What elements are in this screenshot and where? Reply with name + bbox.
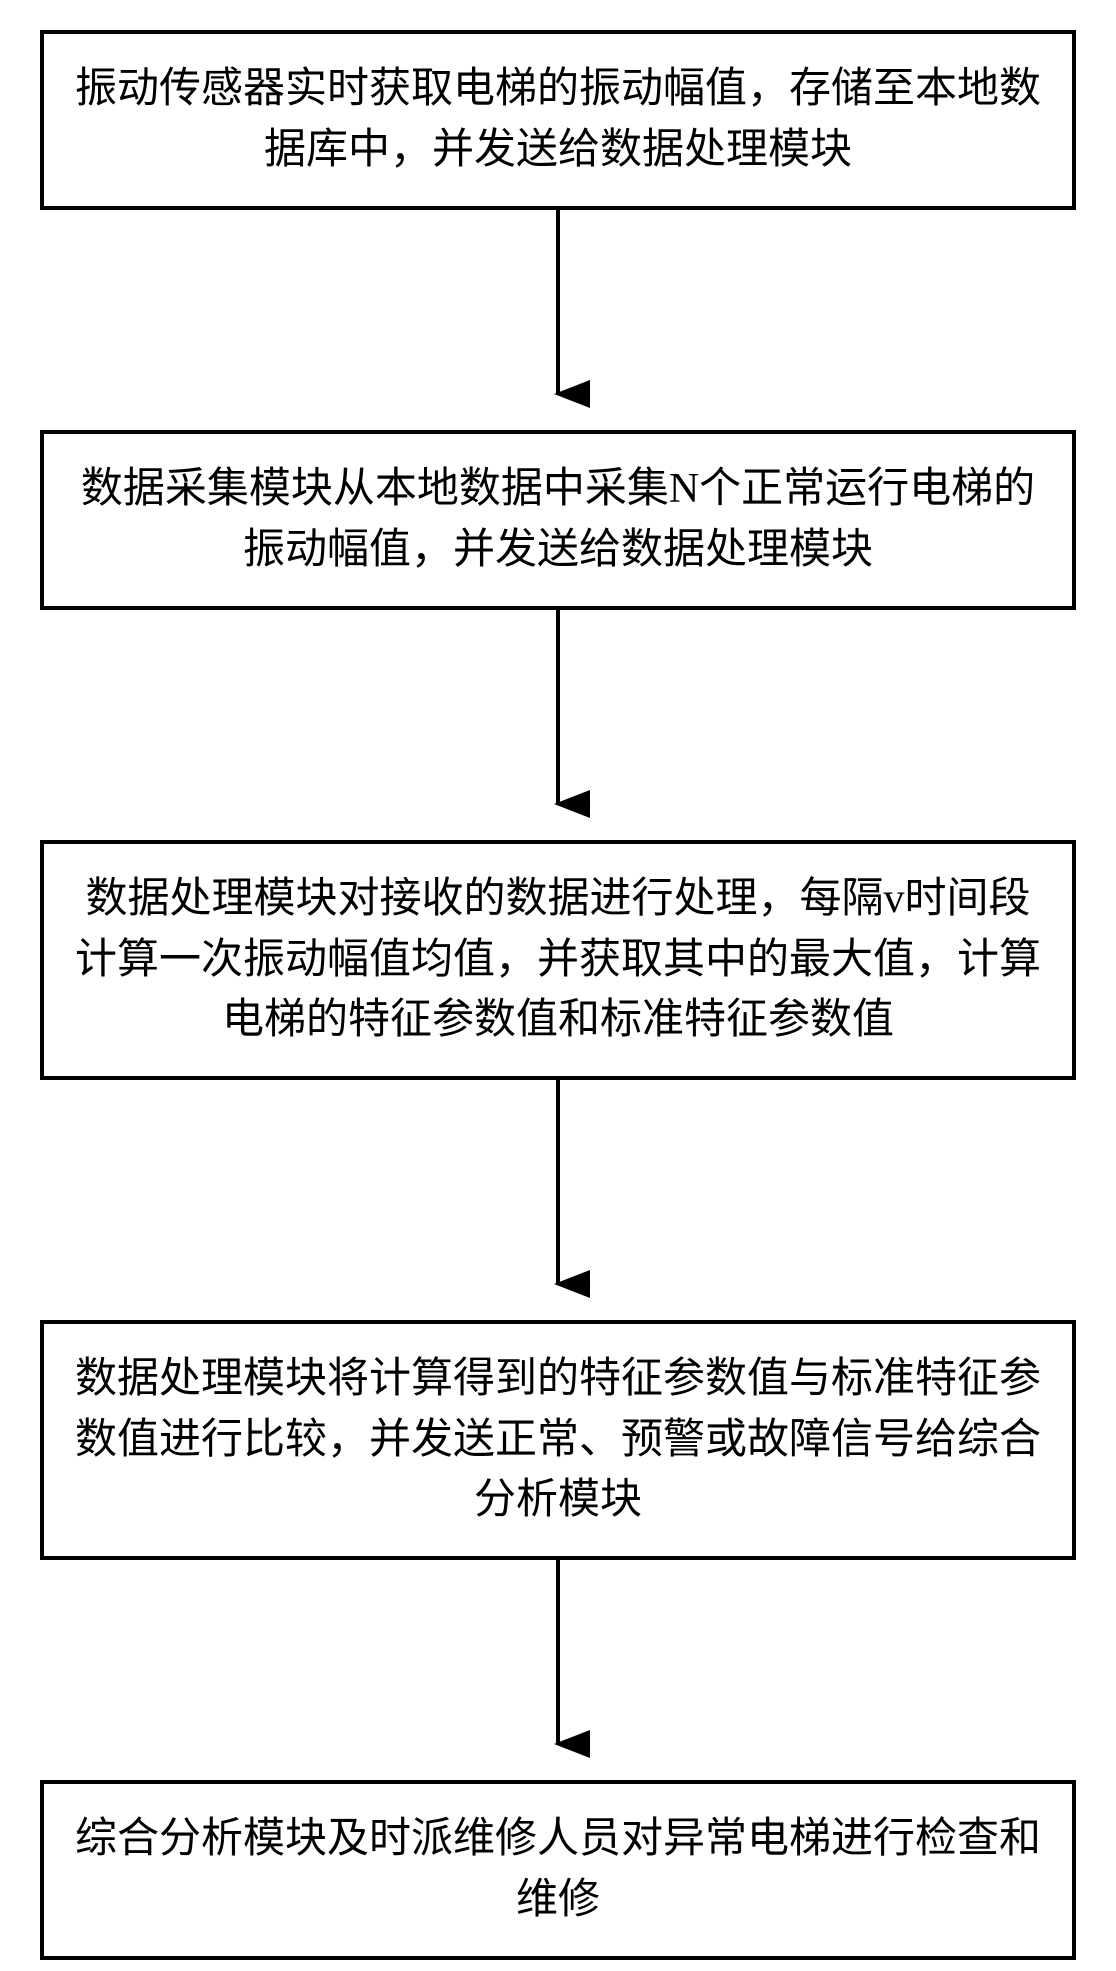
- flow-node-3-text: 数据处理模块对接收的数据进行处理，每隔v时间段计算一次振动幅值均值，并获取其中的…: [74, 869, 1042, 1052]
- flowchart-canvas: 振动传感器实时获取电梯的振动幅值，存储至本地数据库中，并发送给数据处理模块 数据…: [0, 0, 1116, 1971]
- flow-node-5-text: 综合分析模块及时派维修人员对异常电梯进行检查和维修: [74, 1809, 1042, 1931]
- flow-node-4-text: 数据处理模块将计算得到的特征参数值与标准特征参数值进行比较，并发送正常、预警或故…: [74, 1349, 1042, 1532]
- flow-node-2-text: 数据采集模块从本地数据中采集N个正常运行电梯的振动幅值，并发送给数据处理模块: [74, 459, 1042, 581]
- flow-node-1-text: 振动传感器实时获取电梯的振动幅值，存储至本地数据库中，并发送给数据处理模块: [74, 59, 1042, 181]
- flow-node-4: 数据处理模块将计算得到的特征参数值与标准特征参数值进行比较，并发送正常、预警或故…: [40, 1320, 1076, 1560]
- flow-node-1: 振动传感器实时获取电梯的振动幅值，存储至本地数据库中，并发送给数据处理模块: [40, 30, 1076, 210]
- flow-node-3: 数据处理模块对接收的数据进行处理，每隔v时间段计算一次振动幅值均值，并获取其中的…: [40, 840, 1076, 1080]
- flow-node-2: 数据采集模块从本地数据中采集N个正常运行电梯的振动幅值，并发送给数据处理模块: [40, 430, 1076, 610]
- flow-node-5: 综合分析模块及时派维修人员对异常电梯进行检查和维修: [40, 1780, 1076, 1960]
